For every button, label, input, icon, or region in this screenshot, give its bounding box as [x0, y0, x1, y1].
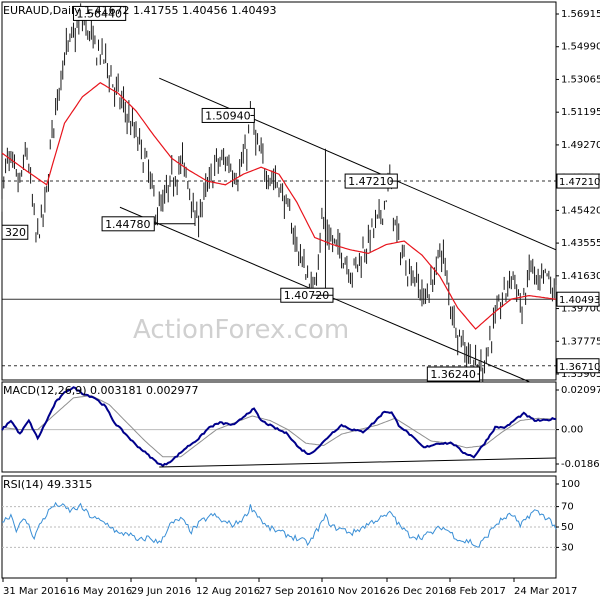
- annotation-box: [344, 173, 398, 189]
- price-tick-label: 1.54990: [561, 42, 600, 53]
- annotation-label: 320: [5, 226, 26, 239]
- annotation: 1.47210: [344, 173, 398, 189]
- axes: 1.56915 1.54990 1.53065 1.51195 1.49270 1.472…: [2, 9, 600, 597]
- macd-tick-label: 0.00: [561, 425, 583, 436]
- annotation-label: 1.36240: [430, 368, 476, 381]
- macd-tick-label: 0.020975: [561, 385, 600, 396]
- macd-trendline: [159, 457, 557, 468]
- price-marker-label: 1.40493: [559, 295, 600, 306]
- sma-line: [1, 81, 557, 330]
- annotation-box: [1, 224, 29, 240]
- annotation: 1.36240: [426, 366, 481, 382]
- price-marker-label: 1.36710: [559, 362, 600, 373]
- watermark: ActionForex.com: [133, 315, 349, 345]
- rsi-tick-label: 50: [561, 522, 574, 533]
- rsi-label: RSI(14) 49.3315: [3, 478, 92, 491]
- price-tick-label: 1.45420: [561, 205, 600, 216]
- date-tick-label: 10 Nov 2016: [322, 586, 386, 597]
- date-tick-label: 12 Aug 2016: [196, 586, 260, 597]
- macd-label: MACD(12,26,9) 0.003181 0.002977: [3, 384, 199, 397]
- date-tick-label: 29 Jun 2016: [131, 586, 191, 597]
- price-tick-label: 1.37775: [561, 336, 600, 347]
- rsi-tick-label: 70: [561, 502, 574, 513]
- price-panel: 1.56440 1.50940 1.47210 1.44780 1.40720 1.362…: [1, 3, 557, 383]
- date-tick-label: 24 Mar 2017: [514, 586, 577, 597]
- annotation-label: 1.50940: [205, 109, 251, 122]
- date-tick-label: 26 Dec 2016: [387, 586, 451, 597]
- price-marker-box: [556, 291, 600, 307]
- price-tick-label: 1.53065: [561, 74, 600, 85]
- date-tick-label: 8 Feb 2017: [450, 586, 506, 597]
- price-marker-box: [556, 173, 600, 189]
- price-tick-label: 1.35905: [561, 369, 600, 380]
- date-tick-label: 16 May 2016: [67, 586, 132, 597]
- macd-tick-label: -0.018693: [561, 459, 600, 470]
- annotation: 1.56440: [72, 5, 127, 21]
- panel-frame-1: [1, 381, 557, 473]
- date-tick-label: 27 Sep 2016: [259, 586, 322, 597]
- annotation: 1.50940: [201, 107, 255, 123]
- annotation-box: [426, 366, 481, 382]
- price-tick-label: 1.51195: [561, 107, 600, 118]
- annotation-label: 1.44780: [105, 218, 151, 231]
- rsi-line: [2, 501, 557, 548]
- rsi-tick-label: 30: [561, 542, 574, 553]
- annotation-box: [72, 5, 127, 21]
- chart-title: EURAUD,Daily 1.41672 1.41755 1.40456 1.4…: [3, 4, 277, 17]
- date-tick-label: 31 Mar 2016: [3, 586, 66, 597]
- rsi-panel: [2, 501, 557, 548]
- annotation: 1.44780: [101, 216, 196, 232]
- price-tick-label: 1.49270: [561, 140, 600, 151]
- annotation-label: 1.47210: [348, 175, 394, 188]
- price-tick-label: 1.43555: [561, 238, 600, 249]
- rsi-tick-label: 100: [561, 479, 580, 490]
- annotation-box: [280, 287, 334, 303]
- price-tick-label: 1.39700: [561, 304, 600, 315]
- annotation: 320: [1, 224, 29, 240]
- macd-line: [1, 386, 557, 468]
- channel-upper-line: [159, 77, 557, 251]
- price-marker-box: [556, 358, 600, 374]
- annotation-label: 1.40720: [284, 289, 330, 302]
- macd-panel: [1, 386, 557, 468]
- price-marker-label: 1.47210: [559, 177, 600, 188]
- price-tick-label: 1.56915: [561, 9, 600, 20]
- annotation: 1.40720: [280, 287, 334, 303]
- annotation-label: 1.56440: [76, 7, 122, 20]
- price-tick-label: 1.41630: [561, 271, 600, 282]
- panel-frame-0: [1, 1, 557, 381]
